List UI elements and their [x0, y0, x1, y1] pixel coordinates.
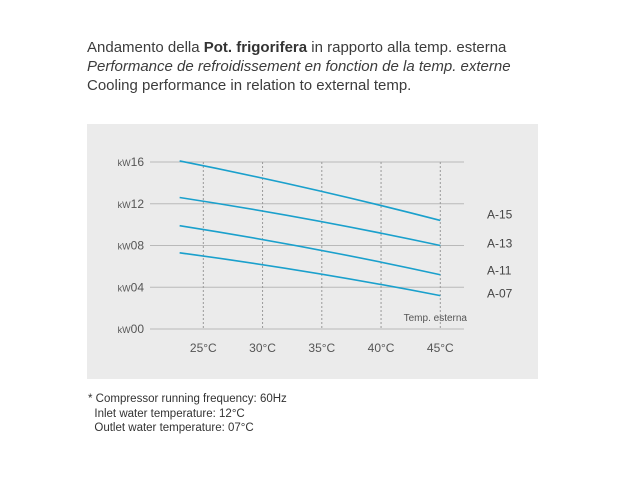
- series-label: A-15: [487, 207, 513, 221]
- chart-titles: Andamento della Pot. frigorifera in rapp…: [87, 38, 511, 95]
- x-axis-label: Temp. esterna: [404, 313, 468, 324]
- y-tick-label: kW00: [118, 322, 145, 336]
- note-outlet-water-temp: Outlet water temperature: 07°C: [88, 422, 254, 434]
- y-tick-label: kW04: [118, 280, 145, 294]
- series-line-a-07: [179, 252, 441, 297]
- title-italian: Andamento della Pot. frigorifera in rapp…: [87, 38, 511, 57]
- footnotes: * Compressor running frequency: 60Hz Inl…: [88, 392, 287, 436]
- title-italian-suffix: in rapporto alla temp. esterna: [307, 39, 507, 56]
- series-label: A-07: [487, 287, 513, 301]
- y-tick-label: kW16: [118, 155, 145, 169]
- series-line-a-11: [179, 224, 441, 276]
- series-line-a-15: [179, 160, 441, 222]
- x-tick-label: 30°C: [249, 341, 276, 355]
- x-tick-label: 35°C: [308, 341, 335, 355]
- title-english: Cooling performance in relation to exter…: [87, 77, 412, 94]
- note-inlet-water-temp: Inlet water temperature: 12°C: [88, 407, 245, 420]
- title-italian-prefix: Andamento della: [87, 39, 204, 56]
- x-tick-label: 25°C: [190, 341, 217, 355]
- note-compressor-frequency: * Compressor running frequency: 60Hz: [88, 393, 287, 405]
- x-tick-label: 45°C: [427, 341, 454, 355]
- y-tick-label: kW08: [118, 239, 145, 253]
- series-label: A-13: [487, 237, 513, 251]
- title-italian-bold: Pot. frigorifera: [203, 39, 308, 56]
- cooling-performance-chart: kW00 kW04 kW08 kW12 kW16 25°C 30°C 35°C 40°C 45°C…: [118, 155, 513, 355]
- chart-panel: kW00 kW04 kW08 kW12 kW16 25°C 30°C 35°C 40°C 45°C…: [87, 124, 538, 379]
- series-label: A-11: [487, 264, 512, 278]
- series-line-a-13: [179, 196, 441, 247]
- title-french: Performance de refroidissement en foncti…: [87, 58, 511, 75]
- x-tick-label: 40°C: [368, 341, 395, 355]
- y-tick-label: kW12: [118, 197, 145, 211]
